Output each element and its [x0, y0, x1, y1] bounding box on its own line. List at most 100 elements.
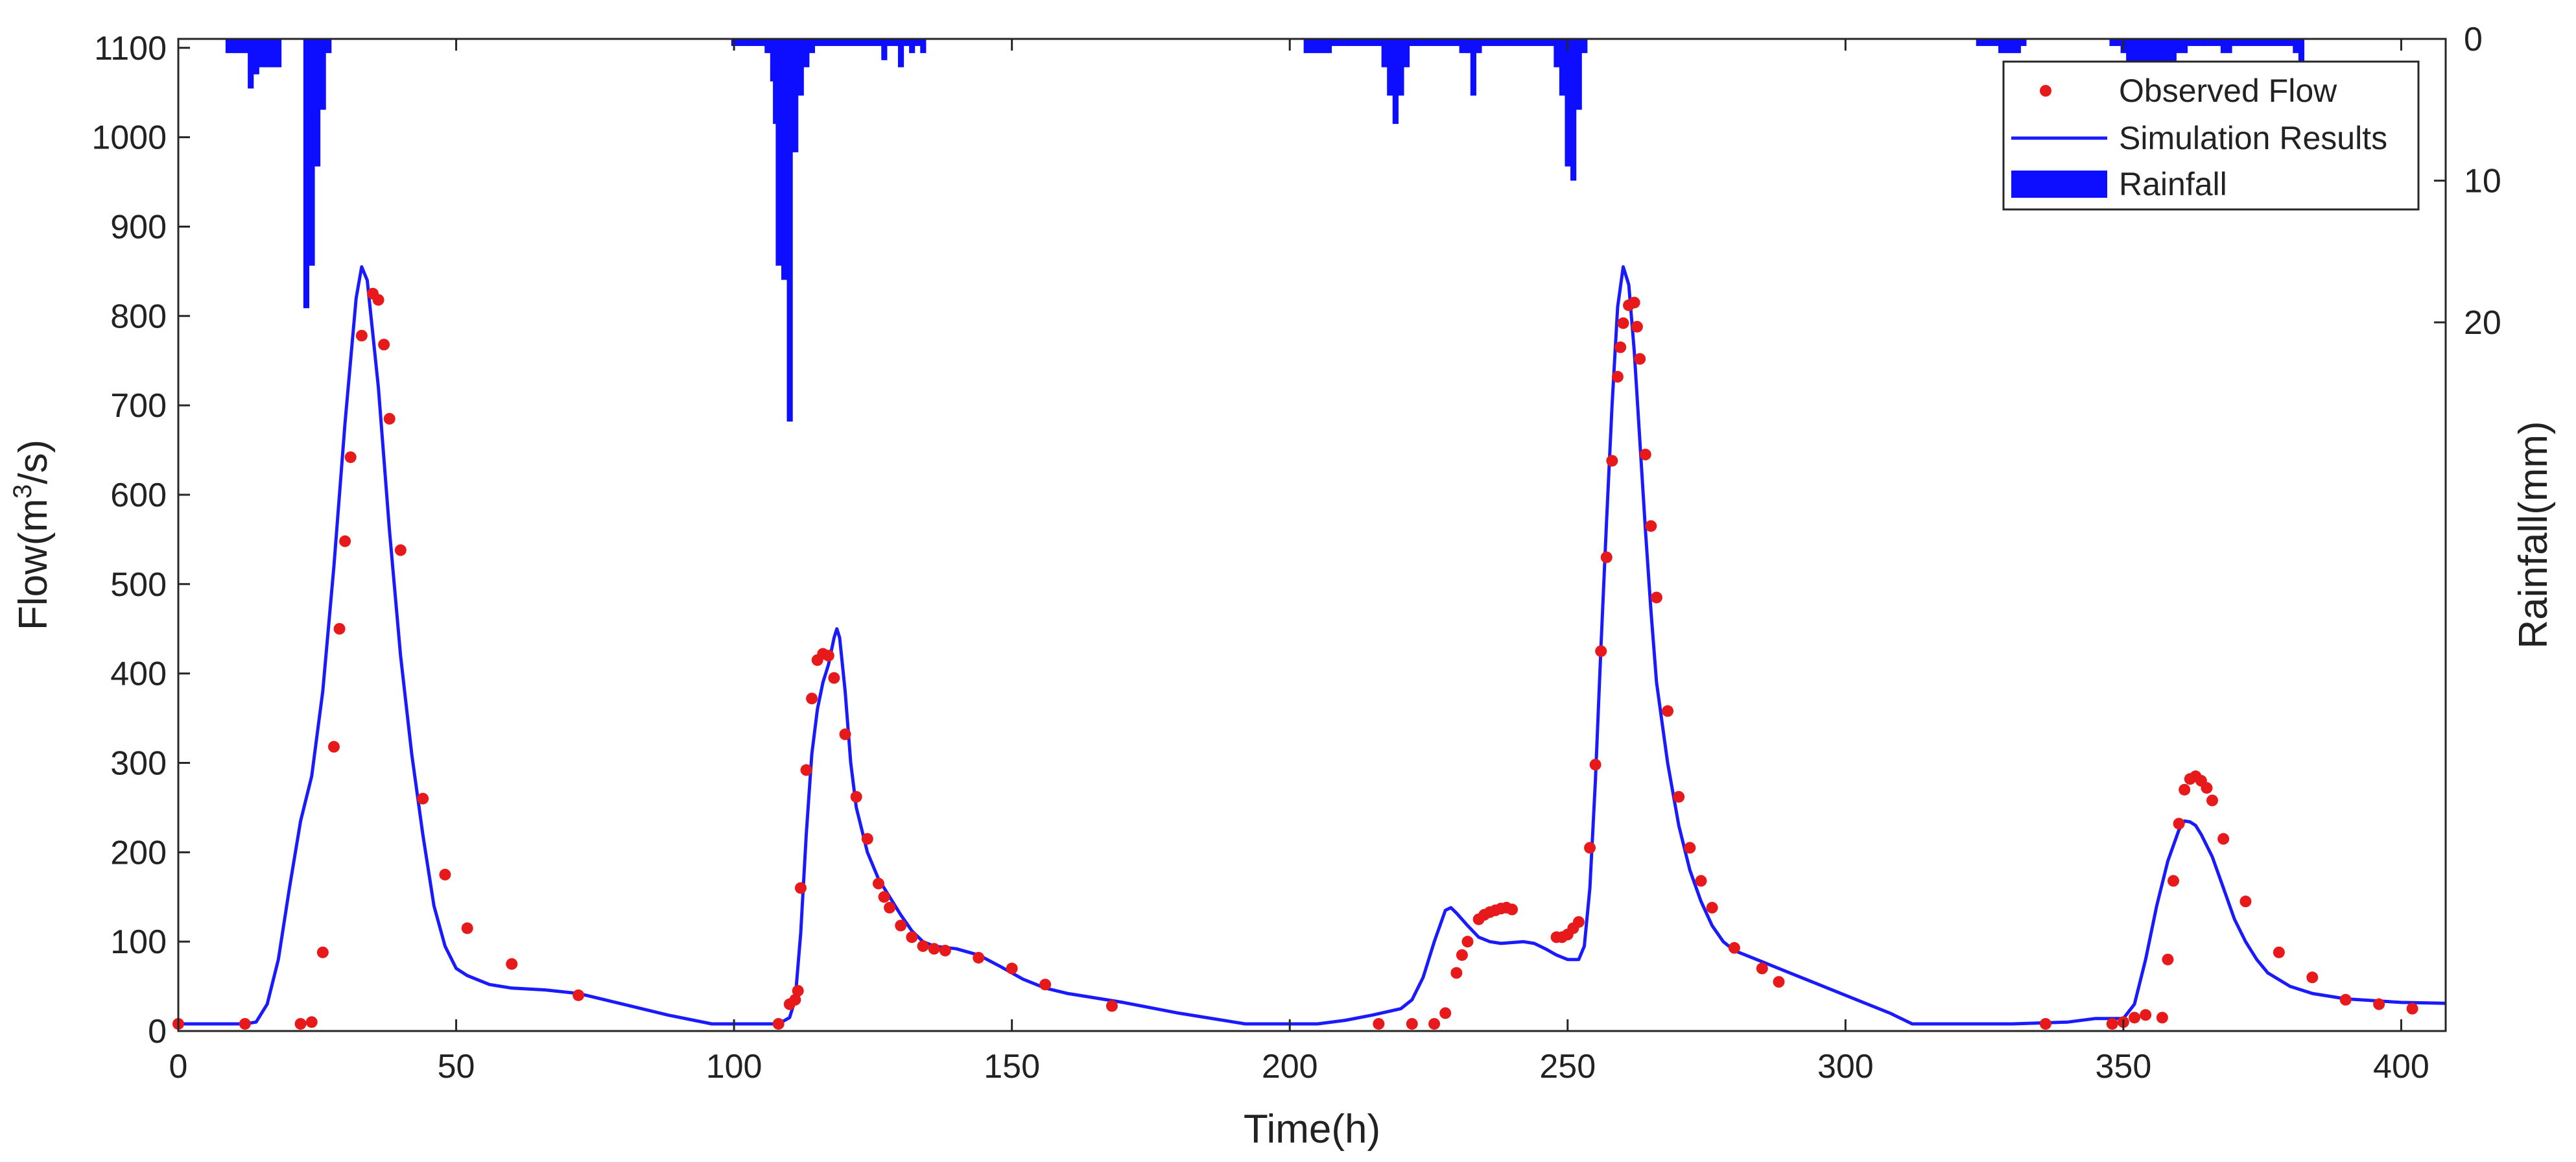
rainfall-bar — [1442, 39, 1449, 46]
observed-point — [2239, 895, 2252, 908]
rainfall-bar — [1454, 39, 1460, 46]
rainfall-bar — [892, 39, 899, 46]
rainfall-bar — [1415, 39, 1421, 46]
rainfall-bar — [2165, 39, 2171, 82]
rainfall-bar — [1314, 39, 1321, 53]
rainfall-bar — [2009, 39, 2016, 53]
rainfall-bar — [753, 39, 760, 46]
observed-point — [355, 329, 368, 342]
y-tick-label: 1100 — [94, 30, 167, 67]
observed-point — [1039, 978, 1052, 991]
observed-point — [2140, 1009, 2152, 1021]
y-tick-label: 400 — [110, 656, 167, 693]
rainfall-bar — [792, 39, 799, 152]
rainfall-bar — [2276, 39, 2282, 46]
rainfall-bar — [1348, 39, 1354, 46]
observed-point — [372, 294, 384, 306]
observed-point — [2339, 993, 2352, 1006]
rainfall-bar — [2293, 39, 2299, 53]
observed-point — [828, 672, 840, 684]
rainfall-bar — [1409, 39, 1415, 46]
rainfall-bar — [2003, 39, 2010, 53]
rainfall-bar — [1470, 39, 1476, 96]
x-tick-label: 0 — [169, 1048, 188, 1085]
rainfall-bar — [764, 39, 771, 53]
rainfall-bar — [1981, 39, 1988, 46]
observed-point — [822, 650, 834, 662]
rainfall-bar — [2115, 39, 2121, 46]
rainfall-bar — [2198, 39, 2204, 46]
observed-point — [1773, 976, 1785, 988]
rainfall-bar — [1992, 39, 1999, 46]
rainfall-bar — [2271, 39, 2277, 46]
observed-point — [1456, 949, 1468, 961]
y-axis-right-label: Rainfall(mm) — [2511, 421, 2556, 648]
observed-point — [789, 993, 801, 1006]
rainfall-bar — [847, 39, 854, 46]
observed-point — [1631, 320, 1643, 333]
observed-point — [1617, 317, 1629, 329]
observed-point — [1756, 962, 1768, 975]
rainfall-bar — [1465, 39, 1471, 53]
rainfall-bar — [798, 39, 804, 96]
rainfall-bar — [853, 39, 860, 46]
observed-point — [800, 764, 812, 776]
rainfall-bar — [1303, 39, 1310, 53]
rainfall-bar — [2020, 39, 2027, 46]
observed-point — [417, 792, 429, 805]
rainfall-bar — [275, 39, 282, 67]
rainfall-bar — [225, 39, 232, 53]
rainfall-bar — [2193, 39, 2199, 46]
rainfall-bar — [1392, 39, 1399, 124]
rainfall-bar — [2226, 39, 2232, 53]
observed-point — [1673, 790, 1685, 803]
rainfall-bar — [814, 39, 821, 46]
rainfall-bar — [803, 39, 810, 67]
rainfall-bar — [2220, 39, 2227, 53]
rainfall-bar — [1570, 39, 1577, 181]
observed-point — [1634, 353, 1646, 365]
rainfall-bar — [1364, 39, 1371, 46]
rainfall-bar — [870, 39, 877, 46]
rainfall-bar — [2254, 39, 2260, 46]
y-tick-label: 1000 — [91, 119, 167, 157]
rainfall-bar — [781, 39, 788, 280]
observed-point — [973, 951, 985, 964]
rainfall-bar — [2148, 39, 2155, 67]
rainfall-bar — [248, 39, 254, 89]
y-tick-label: 600 — [110, 477, 167, 514]
observed-point — [344, 451, 357, 464]
observed-point — [1628, 296, 1640, 309]
observed-point — [1584, 842, 1596, 854]
plot-frame — [177, 38, 2447, 1032]
y-axis-left-ticks: 0 100 200 300 400 500 600 700 800 900 1000 1100 — [91, 30, 190, 1050]
x-tick-label: 300 — [1817, 1048, 1874, 1085]
observed-point — [772, 1017, 785, 1030]
x-axis-ticks: 0 50 100 150 200 250 300 350 400 — [169, 39, 2429, 1085]
rainfall-bar — [2176, 39, 2182, 53]
rainfall-bar — [809, 39, 815, 53]
observed-point — [850, 790, 862, 803]
rainfall-bar — [2265, 39, 2271, 46]
rainfall-bar — [2126, 39, 2133, 67]
rainfall-bar — [2248, 39, 2254, 46]
rainfall-bar — [2282, 39, 2288, 46]
rainfall-bar — [1976, 39, 1982, 46]
observed-point — [1611, 371, 1624, 383]
x-tick-label: 400 — [2373, 1048, 2429, 1085]
observed-point — [461, 922, 473, 934]
rainfall-bar — [1309, 39, 1316, 53]
rainfall-bar — [875, 39, 882, 46]
rainfall-bar — [858, 39, 866, 46]
rainfall-bar — [2170, 39, 2177, 67]
rainfall-bar — [909, 39, 916, 53]
rainfall-bar — [737, 39, 743, 46]
rainfall-bar — [1554, 39, 1560, 67]
rainfall-bar — [748, 39, 754, 46]
rainfall-bar — [314, 39, 321, 167]
observed-point — [928, 943, 940, 955]
legend-rainfall-swatch — [2011, 171, 2107, 198]
observed-point — [327, 741, 340, 753]
rainfall-bar — [259, 39, 265, 67]
